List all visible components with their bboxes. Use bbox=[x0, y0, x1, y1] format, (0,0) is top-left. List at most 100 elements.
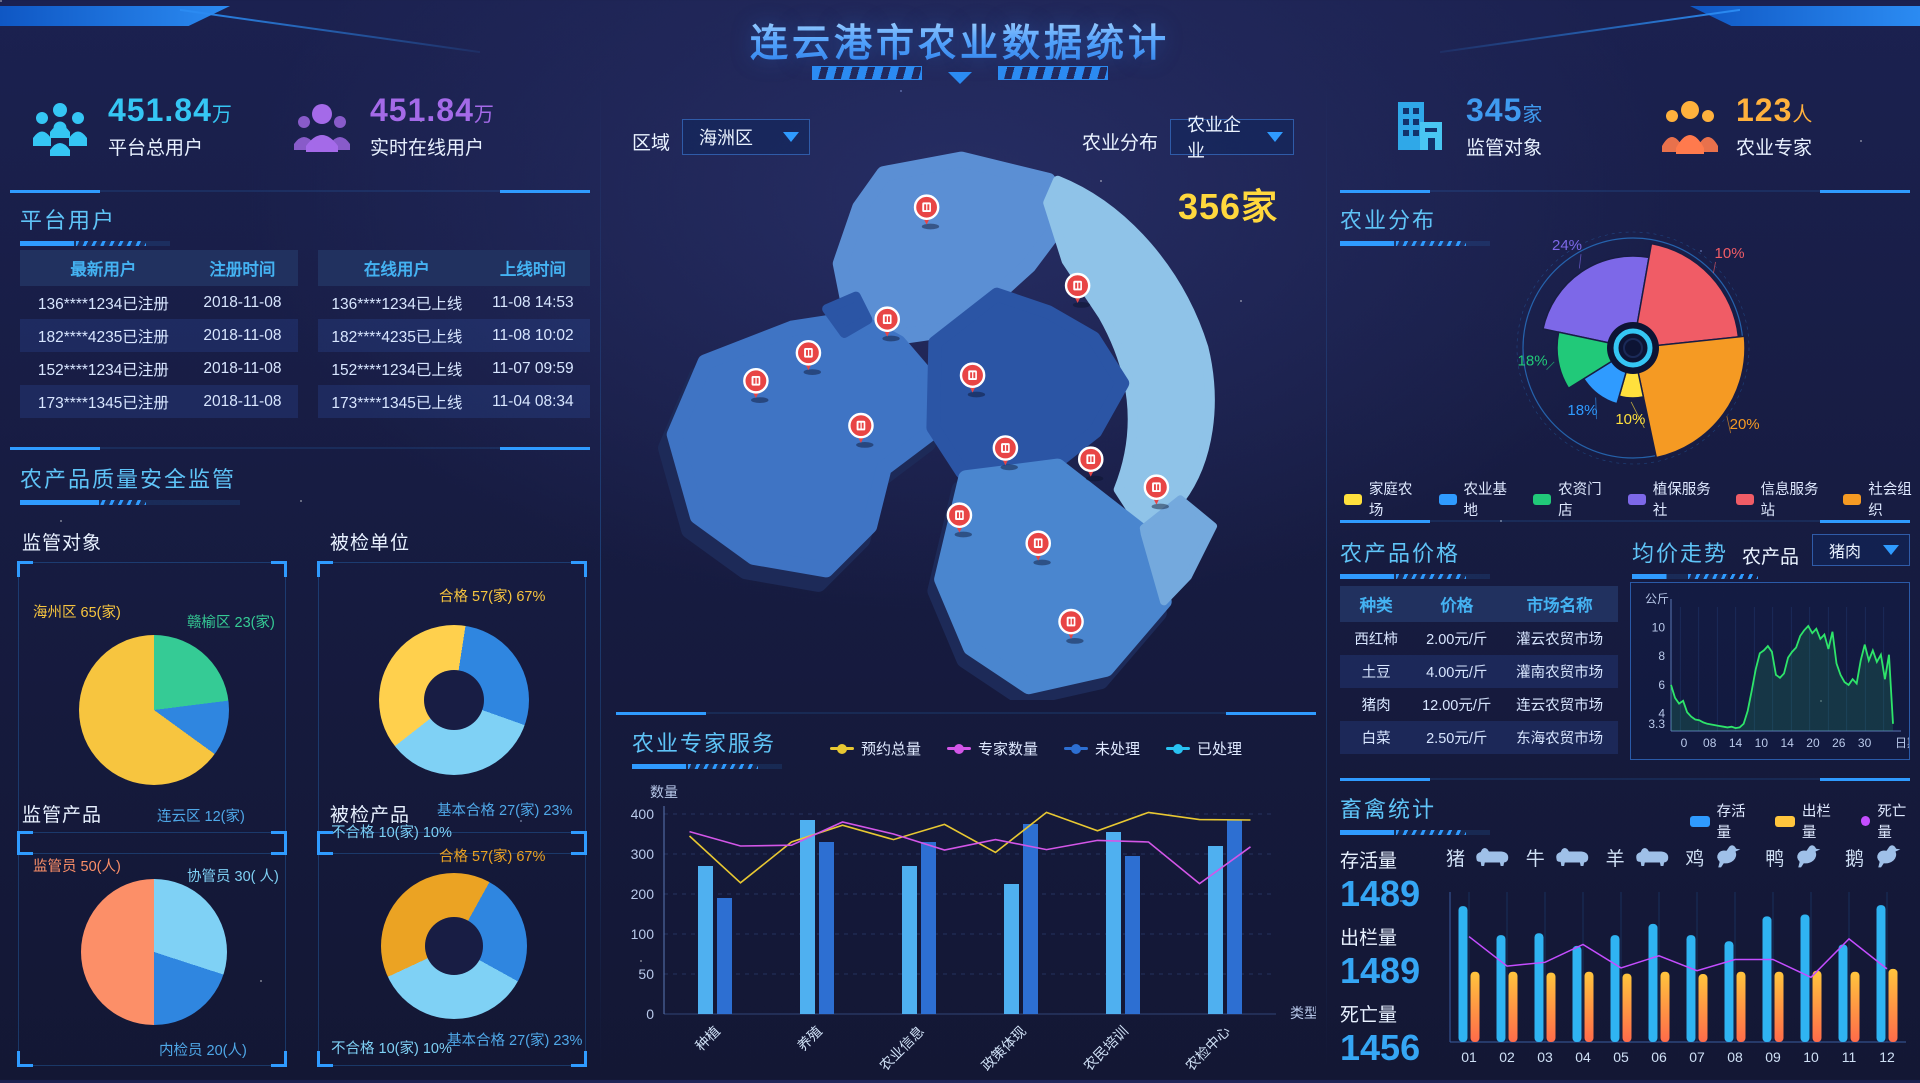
stat-unit: 家 bbox=[1522, 104, 1544, 126]
legend-item[interactable]: 出栏量 bbox=[1775, 800, 1844, 842]
map-pin[interactable] bbox=[874, 306, 901, 342]
bar-slaughter[interactable] bbox=[1774, 971, 1784, 1042]
rose-pct-label: 24% bbox=[1552, 237, 1582, 254]
legend-item[interactable]: 存活量 bbox=[1690, 800, 1759, 842]
bar-slaughter[interactable] bbox=[1850, 971, 1860, 1042]
legend-swatch bbox=[1533, 493, 1552, 505]
table-cell: 173****1345已注册 bbox=[37, 394, 169, 412]
bar-processed[interactable] bbox=[1106, 832, 1121, 1014]
bar-unprocessed[interactable] bbox=[1125, 856, 1140, 1014]
legend-item[interactable]: 家庭农场 bbox=[1344, 478, 1421, 520]
table-cell: 土豆 bbox=[1361, 665, 1391, 681]
map-pin[interactable] bbox=[848, 412, 874, 448]
stat-value: 345 bbox=[1466, 92, 1523, 128]
svg-text:类型: 类型 bbox=[1290, 1005, 1316, 1021]
rose-slice-信息服务站[interactable] bbox=[1632, 242, 1740, 349]
pie-label: 基本合格 27(家) 23% bbox=[447, 1033, 583, 1049]
map-pin[interactable] bbox=[1143, 474, 1170, 510]
section-title-expert-service: 农业专家服务 bbox=[632, 726, 782, 769]
bar-survive[interactable] bbox=[1724, 941, 1734, 1042]
bar-survive[interactable] bbox=[1686, 935, 1696, 1042]
bar-unprocessed[interactable] bbox=[717, 898, 732, 1014]
bar-slaughter[interactable] bbox=[1812, 970, 1822, 1042]
bar-processed[interactable] bbox=[1208, 846, 1223, 1014]
bar-processed[interactable] bbox=[902, 866, 917, 1014]
animal-icon bbox=[1797, 845, 1821, 868]
map-pin[interactable] bbox=[1025, 530, 1052, 566]
table-header: 最新用户 bbox=[20, 250, 187, 286]
bar-survive[interactable] bbox=[1534, 933, 1544, 1042]
table-row: 173****1345已注册 2018-11-08 bbox=[20, 385, 298, 418]
bar-slaughter[interactable] bbox=[1888, 968, 1898, 1042]
bar-unprocessed[interactable] bbox=[1227, 820, 1242, 1014]
bar-slaughter[interactable] bbox=[1698, 974, 1708, 1042]
bar-unprocessed[interactable] bbox=[921, 842, 936, 1014]
bar-processed[interactable] bbox=[698, 866, 713, 1014]
users-group-icon bbox=[33, 103, 87, 156]
table-row: 136****1234已注册 2018-11-08 bbox=[20, 286, 298, 319]
legend-item[interactable]: 农资门店 bbox=[1533, 478, 1610, 520]
legend-item[interactable]: 预约总量 bbox=[830, 738, 921, 759]
legend-item[interactable]: 农业基地 bbox=[1438, 478, 1516, 520]
map-pin[interactable] bbox=[946, 502, 973, 538]
table-row: 土豆 4.00元/斤 灌南农贸市场 bbox=[1340, 655, 1618, 688]
bar-slaughter[interactable] bbox=[1584, 971, 1594, 1042]
bar-survive[interactable] bbox=[1496, 935, 1506, 1042]
map-pin[interactable] bbox=[913, 194, 940, 230]
bar-survive[interactable] bbox=[1800, 914, 1810, 1043]
bar-slaughter[interactable] bbox=[1622, 973, 1632, 1042]
legend-item[interactable]: 专家数量 bbox=[947, 738, 1038, 759]
distribution-select[interactable]: 农业企业 bbox=[1170, 115, 1294, 161]
rose-slice-社会组织[interactable] bbox=[1632, 335, 1746, 459]
bar-slaughter[interactable] bbox=[1470, 971, 1480, 1042]
legend-item[interactable]: 未处理 bbox=[1064, 738, 1140, 759]
bar-survive[interactable] bbox=[1876, 905, 1886, 1042]
legend-item[interactable]: 已处理 bbox=[1166, 738, 1242, 759]
map-pin[interactable] bbox=[992, 435, 1019, 471]
legend-item[interactable]: 植保服务社 bbox=[1627, 478, 1718, 520]
table-cell: 灌南农贸市场 bbox=[1516, 665, 1604, 681]
pie-subtitle-supervise-objects: 监管对象 bbox=[22, 533, 103, 554]
table-cell: 152****1234已注册 bbox=[37, 361, 169, 379]
bar-survive[interactable] bbox=[1572, 945, 1582, 1042]
bar-survive[interactable] bbox=[1610, 935, 1620, 1042]
bar-slaughter[interactable] bbox=[1660, 971, 1670, 1042]
product-select[interactable]: 猪肉 bbox=[1812, 534, 1910, 566]
bar-processed[interactable] bbox=[1004, 884, 1019, 1014]
region-select[interactable]: 海洲区 bbox=[682, 119, 810, 155]
pie-label: 海州区 65(家) bbox=[33, 605, 121, 621]
distribution-rose-chart[interactable]: 24% 10% 20% 10% 18% 18% bbox=[1398, 218, 1868, 473]
map-pin[interactable] bbox=[1077, 446, 1104, 482]
animal-item-鸭: 鸭 bbox=[1765, 842, 1830, 872]
bar-processed[interactable] bbox=[800, 820, 815, 1014]
region-map[interactable] bbox=[616, 140, 1316, 707]
expert-x-label: 种植 bbox=[692, 1023, 723, 1054]
bar-slaughter[interactable] bbox=[1736, 971, 1746, 1042]
svg-text:300: 300 bbox=[631, 846, 655, 862]
legend-item[interactable]: 社会组织 bbox=[1843, 478, 1920, 520]
pie-subtitle-inspected-units: 被检单位 bbox=[330, 533, 411, 554]
legend-item[interactable]: 信息服务站 bbox=[1735, 478, 1826, 520]
pie-label: 监管员 50(人) bbox=[33, 859, 121, 875]
bar-unprocessed[interactable] bbox=[819, 842, 834, 1014]
legend-label: 未处理 bbox=[1095, 741, 1141, 758]
map-pin[interactable] bbox=[959, 362, 986, 398]
bar-slaughter[interactable] bbox=[1546, 972, 1556, 1042]
bar-survive[interactable] bbox=[1648, 923, 1658, 1042]
livestock-x-label: 05 bbox=[1613, 1049, 1629, 1065]
bar-slaughter[interactable] bbox=[1508, 971, 1518, 1042]
bar-unprocessed[interactable] bbox=[1023, 824, 1038, 1014]
map-pin[interactable] bbox=[795, 340, 822, 376]
bar-survive[interactable] bbox=[1762, 916, 1772, 1042]
bar-survive[interactable] bbox=[1838, 944, 1848, 1043]
rose-pct-label: 18% bbox=[1567, 402, 1597, 419]
pie-supervise-objects[interactable] bbox=[79, 635, 229, 785]
bar-survive[interactable] bbox=[1458, 906, 1468, 1042]
pie-supervise-products[interactable] bbox=[81, 879, 227, 1025]
map-pin[interactable] bbox=[1058, 608, 1084, 644]
legend-item[interactable]: 死亡量 bbox=[1860, 800, 1920, 842]
trend-line bbox=[1670, 624, 1894, 730]
map-pin[interactable] bbox=[1064, 272, 1091, 308]
map-pin[interactable] bbox=[743, 368, 769, 404]
pie-label: 协管员 30( 人) bbox=[187, 869, 279, 885]
